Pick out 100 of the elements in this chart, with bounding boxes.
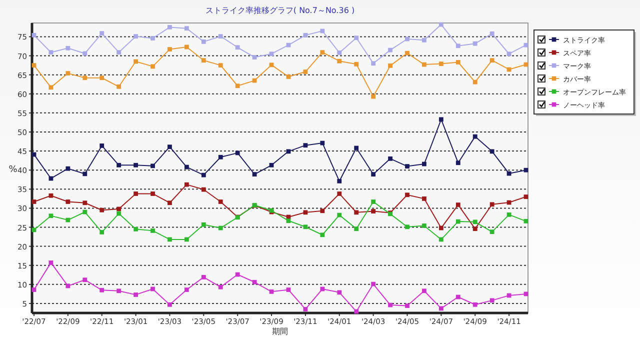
point [456,160,460,166]
point [150,36,155,40]
point [201,39,206,44]
point [524,194,528,199]
point [48,260,54,265]
point [371,61,376,66]
point [286,218,291,223]
point [100,288,104,292]
point [168,200,172,206]
point [422,196,426,201]
point [48,193,54,198]
point [82,210,88,214]
point [388,48,392,52]
point [354,226,359,231]
point [134,192,138,196]
point [201,172,206,178]
point [82,172,88,176]
point [337,192,342,196]
point [150,64,155,69]
point [337,58,342,64]
point [218,63,223,68]
point [456,44,460,48]
point [303,70,308,74]
point [66,166,70,171]
point [303,32,308,38]
point [150,286,155,292]
point [472,302,478,307]
point [422,62,426,67]
point [48,85,54,90]
point [252,280,257,284]
point [82,51,88,56]
point [320,232,325,238]
point [438,237,444,242]
point [320,208,325,214]
point [116,162,122,168]
point [82,200,88,206]
point [201,274,206,280]
point [150,164,155,168]
point [438,306,444,311]
point [472,80,478,84]
point [82,278,88,282]
point [303,306,308,312]
point [252,55,257,60]
point [82,76,88,80]
point [32,228,36,232]
point [286,74,291,79]
point [422,162,426,166]
point [32,63,36,68]
point [150,192,155,196]
point [218,154,223,160]
point [116,206,122,212]
point [438,22,444,27]
point [337,212,342,218]
point [337,178,342,184]
point [456,60,460,64]
point [337,50,342,55]
point [303,210,308,215]
point [269,289,274,294]
point [320,28,325,34]
point [269,62,274,68]
point [184,164,189,170]
point [438,226,444,230]
point [269,52,274,56]
point [422,288,426,294]
point [354,146,359,150]
point [371,200,376,204]
point [116,84,122,89]
point [48,214,54,218]
point [472,226,478,231]
point [218,226,223,230]
point [235,150,240,156]
point [66,284,70,288]
point [320,140,325,146]
point [286,149,291,154]
point [506,52,512,56]
point [184,182,189,187]
point [100,230,104,234]
point [388,63,392,68]
point [286,42,291,48]
point [422,38,426,42]
point [456,294,460,300]
point [506,212,512,217]
point [100,144,104,148]
point [66,200,70,204]
point [150,228,155,233]
point [388,156,392,161]
point [388,302,392,308]
point [438,117,444,122]
point [405,224,410,230]
point [472,41,478,46]
point [218,284,223,290]
point [184,44,189,50]
point [116,211,122,216]
point [201,222,206,227]
point [472,134,478,139]
point [100,76,104,80]
point [354,36,359,40]
point [371,94,376,99]
point [235,272,240,277]
point [184,26,189,31]
